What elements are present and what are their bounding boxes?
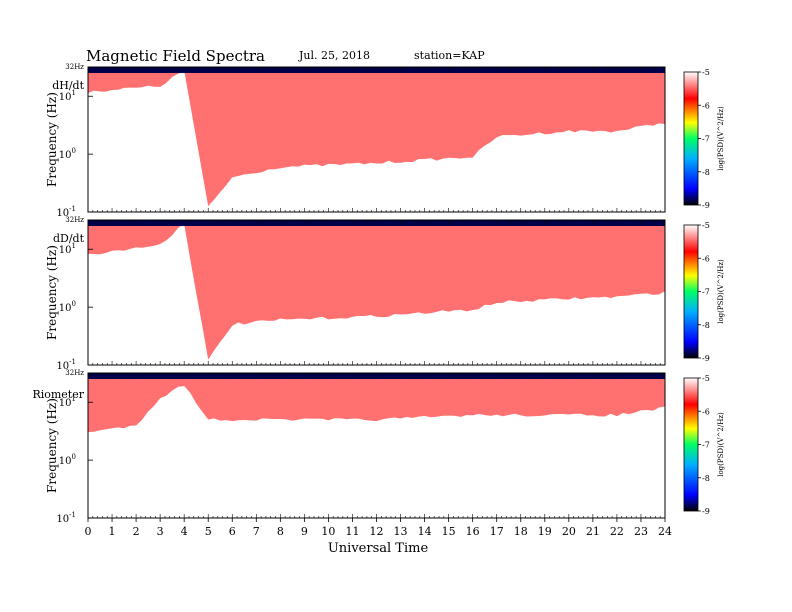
y-tick-label: 101 bbox=[59, 242, 76, 256]
x-tick-label: 23 bbox=[634, 525, 648, 538]
colorbar-tick-label: -7 bbox=[702, 441, 710, 450]
colorbar-tick-label: -5 bbox=[702, 68, 710, 77]
colorbar-label: log(PSD)(V^2/Hz) bbox=[717, 259, 725, 324]
x-tick-label: 17 bbox=[490, 525, 504, 538]
colorbar-label: log(PSD)(V^2/Hz) bbox=[717, 106, 725, 171]
station-label: station=KAP bbox=[414, 49, 485, 62]
colorbar-tick-label: -6 bbox=[702, 101, 710, 110]
x-tick-label: 2 bbox=[133, 525, 140, 538]
colorbar-gradient bbox=[683, 377, 699, 512]
spectrum-band-6 bbox=[88, 373, 665, 433]
y-tick-label: 101 bbox=[59, 89, 76, 103]
x-tick-label: 15 bbox=[442, 525, 456, 538]
x-tick-label: 14 bbox=[418, 525, 432, 538]
x-tick-label: 22 bbox=[610, 525, 624, 538]
x-tick-label: 13 bbox=[394, 525, 408, 538]
colorbar-tick-label: -5 bbox=[702, 374, 710, 383]
y-tick-exponent: -1 bbox=[69, 511, 76, 519]
colorbar-gradient bbox=[683, 71, 699, 206]
spectrum-band-6 bbox=[88, 67, 665, 207]
top-freq-label: 32Hz bbox=[65, 63, 84, 71]
x-tick-label: 19 bbox=[538, 525, 552, 538]
colorbar-label: log(PSD)(V^2/Hz) bbox=[717, 412, 725, 477]
y-axis-label: Frequency (Hz) bbox=[45, 245, 59, 340]
colorbar-tick-label: -5 bbox=[702, 221, 710, 230]
x-tick-label: 0 bbox=[85, 525, 92, 538]
panel-name: dD/dt bbox=[53, 232, 85, 245]
colorbar-gradient bbox=[683, 224, 699, 359]
colorbar: -5 -6 -7 -8 -9 log(PSD)(V^2/Hz) bbox=[683, 68, 725, 210]
x-tick-label: 8 bbox=[277, 525, 284, 538]
y-tick-label: 100 bbox=[59, 147, 76, 161]
colorbar-tick-label: -9 bbox=[702, 354, 710, 363]
panel-name: dH/dt bbox=[52, 79, 84, 92]
spectrum-band-6 bbox=[88, 220, 665, 360]
colorbar-tick-label: -6 bbox=[702, 407, 710, 416]
x-tick-label: 18 bbox=[514, 525, 528, 538]
y-tick-exponent: 0 bbox=[72, 300, 76, 308]
x-tick-label: 6 bbox=[229, 525, 236, 538]
chart-title: Magnetic Field Spectra bbox=[86, 47, 265, 65]
panel-name: Riometer bbox=[32, 388, 84, 401]
colorbar: -5 -6 -7 -8 -9 log(PSD)(V^2/Hz) bbox=[683, 374, 725, 516]
x-tick-label: 4 bbox=[181, 525, 188, 538]
top-freq-label: 32Hz bbox=[65, 369, 84, 377]
x-tick-label: 1 bbox=[109, 525, 116, 538]
y-tick-label: 10-1 bbox=[56, 511, 76, 525]
x-tick-label: 12 bbox=[370, 525, 384, 538]
y-tick-exponent: 0 bbox=[72, 453, 76, 461]
y-tick-exponent: 1 bbox=[72, 395, 76, 403]
colorbar-tick-label: -6 bbox=[702, 254, 710, 263]
colorbar-tick-label: -9 bbox=[702, 507, 710, 516]
colorbar-tick-label: -8 bbox=[702, 321, 710, 330]
y-axis-label: Frequency (Hz) bbox=[45, 92, 59, 187]
x-axis-label: Universal Time bbox=[328, 541, 429, 556]
y-tick-label: 100 bbox=[59, 300, 76, 314]
x-tick-label: 3 bbox=[157, 525, 164, 538]
colorbar: -5 -6 -7 -8 -9 log(PSD)(V^2/Hz) bbox=[683, 221, 725, 363]
colorbar-tick-label: -7 bbox=[702, 288, 710, 297]
x-tick-label: 5 bbox=[205, 525, 212, 538]
colorbar-tick-label: -8 bbox=[702, 474, 710, 483]
colorbar-tick-label: -9 bbox=[702, 201, 710, 210]
x-tick-label: 20 bbox=[562, 525, 576, 538]
y-tick-exponent: 0 bbox=[72, 147, 76, 155]
x-tick-label: 9 bbox=[301, 525, 308, 538]
x-tick-label: 7 bbox=[253, 525, 260, 538]
x-tick-label: 10 bbox=[321, 525, 335, 538]
y-tick-exponent: 1 bbox=[72, 242, 76, 250]
x-tick-label: 11 bbox=[345, 525, 359, 538]
x-tick-label: 16 bbox=[466, 525, 480, 538]
x-tick-label: 24 bbox=[658, 525, 672, 538]
colorbar-tick-label: -7 bbox=[702, 135, 710, 144]
x-tick-label: 21 bbox=[586, 525, 600, 538]
date-label: Jul. 25, 2018 bbox=[298, 49, 370, 62]
colorbar-tick-label: -8 bbox=[702, 168, 710, 177]
y-tick-exponent: 1 bbox=[72, 89, 76, 97]
y-tick-label: 100 bbox=[59, 453, 76, 467]
y-tick-label: 101 bbox=[59, 395, 76, 409]
top-freq-label: 32Hz bbox=[65, 216, 84, 224]
y-tick-exponent: -1 bbox=[69, 358, 76, 366]
y-axis-label: Frequency (Hz) bbox=[45, 398, 59, 493]
y-tick-exponent: -1 bbox=[69, 205, 76, 213]
